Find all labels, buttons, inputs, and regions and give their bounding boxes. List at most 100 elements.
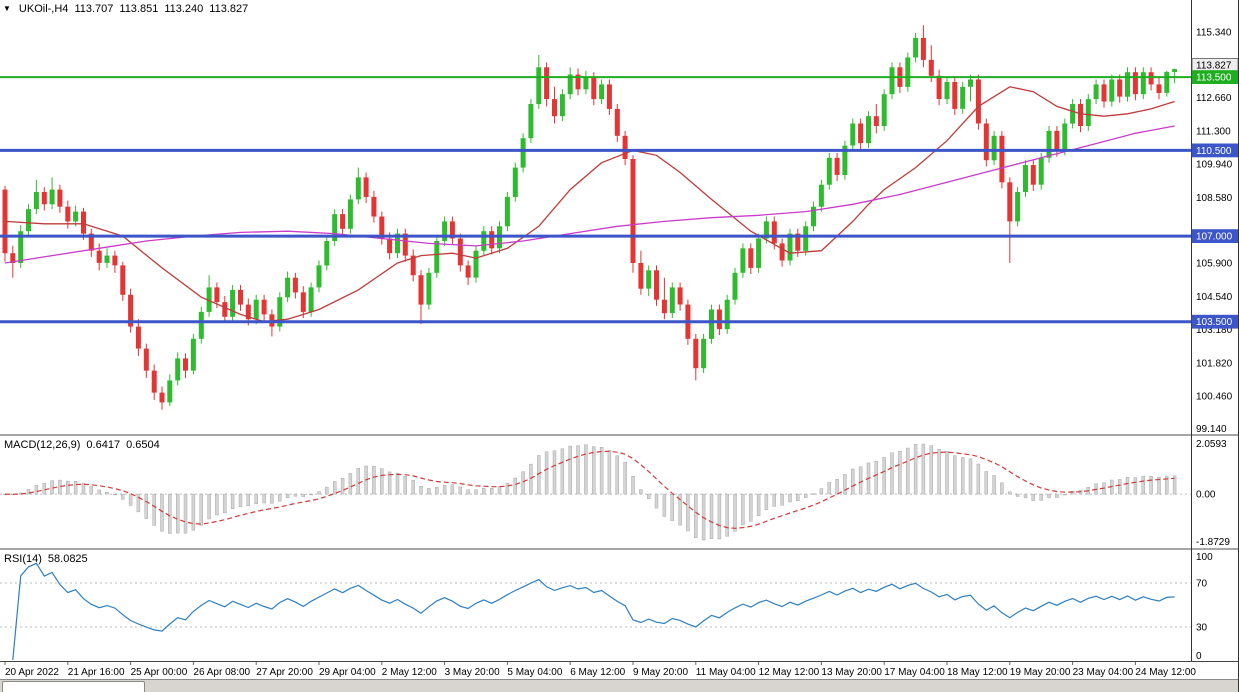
- candle-body: [724, 299, 730, 330]
- candle-body: [732, 272, 738, 300]
- macd-histogram-bar: [317, 491, 321, 495]
- candle-body: [811, 206, 816, 227]
- ma-slow-line: [4, 125, 1175, 264]
- macd-histogram-bar: [325, 486, 329, 495]
- macd-histogram-bar: [333, 481, 337, 495]
- candle-body: [426, 272, 432, 305]
- current-price-tag: 113.827: [1191, 58, 1238, 72]
- candle-body: [756, 238, 762, 268]
- macd-histogram-bar: [121, 493, 125, 500]
- macd-histogram-bar: [183, 493, 188, 534]
- candle-body: [104, 255, 110, 263]
- time-tick-label: 2 May 12:00: [382, 667, 437, 678]
- time-tick-label: 17 May 04:00: [884, 667, 945, 678]
- macd-histogram-bar: [1157, 477, 1161, 495]
- macd-histogram-bar: [1055, 493, 1059, 498]
- time-tick-label: 11 May 04:00: [696, 667, 756, 678]
- svg-text:103.500: 103.500: [1196, 317, 1233, 328]
- macd-histogram-bar: [984, 471, 988, 495]
- candle-body: [1070, 104, 1076, 124]
- candle-body: [1156, 84, 1162, 93]
- candle-body: [701, 338, 707, 369]
- macd-histogram-bar: [58, 479, 62, 495]
- candle-body: [960, 86, 966, 109]
- candle-body: [96, 250, 102, 263]
- macd-histogram-bar: [136, 493, 141, 513]
- candle-body: [379, 216, 385, 239]
- macd-histogram-bar: [450, 484, 455, 495]
- svg-text:107.000: 107.000: [1196, 232, 1233, 243]
- rsi-axis-label: 100: [1196, 552, 1213, 563]
- candle-body: [449, 221, 455, 239]
- macd-histogram-bar: [788, 493, 792, 503]
- macd-histogram-bar: [717, 493, 722, 540]
- macd-histogram-bar: [513, 477, 517, 495]
- macd-histogram-bar: [246, 493, 251, 507]
- time-tick-label: 23 May 04:00: [1073, 667, 1134, 678]
- price-tick-label: 99.140: [1196, 424, 1227, 435]
- pane-splitter[interactable]: [0, 548, 1239, 550]
- one-click-trading-arrow-icon[interactable]: ▼: [3, 4, 11, 13]
- candle-body: [638, 263, 644, 289]
- macd-histogram-bar: [819, 488, 824, 495]
- price-level-tag: 103.500: [1191, 314, 1238, 329]
- candle-body: [544, 67, 550, 100]
- candle-body: [387, 238, 393, 254]
- candle-body: [693, 338, 699, 369]
- candle-body: [779, 243, 785, 261]
- macd-histogram-bar: [929, 445, 933, 495]
- chart-tab[interactable]: [2, 681, 145, 692]
- macd-axis-label: 0.00: [1196, 490, 1216, 501]
- candle-body: [88, 233, 94, 251]
- candle-body: [646, 270, 652, 289]
- macd-histogram-bar: [560, 448, 565, 495]
- svg-text:110.500: 110.500: [1196, 146, 1232, 157]
- rsi-panel-header: RSI(14) 58.0825: [4, 553, 88, 565]
- candle-body: [363, 177, 369, 197]
- macd-histogram-bar: [780, 493, 784, 506]
- macd-histogram-bar: [654, 493, 659, 509]
- candle-body: [1062, 123, 1068, 151]
- macd-histogram-bar: [238, 493, 243, 507]
- candle-body: [214, 287, 220, 303]
- candle-body: [975, 79, 981, 124]
- macd-histogram-bar: [270, 493, 274, 504]
- macd-histogram-bar: [26, 489, 31, 495]
- macd-histogram-bar: [1047, 493, 1051, 499]
- candle-body: [795, 233, 801, 251]
- macd-histogram-bar: [442, 484, 447, 495]
- price-tick-label: 100.460: [1196, 392, 1233, 403]
- candle-body: [944, 82, 950, 100]
- candle-body: [308, 287, 314, 312]
- candle-body: [622, 135, 628, 159]
- candle-body: [677, 287, 683, 305]
- price-tick-label: 104.540: [1196, 292, 1233, 303]
- candle-body: [81, 211, 86, 234]
- pane-splitter[interactable]: [0, 434, 1239, 436]
- candle-body: [826, 157, 832, 185]
- macd-histogram-bar: [168, 493, 172, 534]
- candle-body: [1054, 130, 1060, 151]
- candle-body: [277, 297, 283, 327]
- candle-body: [504, 196, 510, 227]
- candle-body: [442, 221, 448, 241]
- candle-body: [606, 84, 612, 109]
- candle-body: [559, 94, 565, 117]
- candle-body: [324, 241, 330, 266]
- macd-histogram-bar: [1133, 477, 1138, 495]
- candle-body: [991, 135, 997, 161]
- macd-histogram-bar: [427, 488, 431, 495]
- macd-histogram-bar: [568, 445, 572, 495]
- chart-tabs-bar: [0, 679, 1238, 692]
- macd-histogram-bar: [631, 476, 635, 495]
- macd-axis-label: -1.8729: [1196, 537, 1230, 548]
- macd-axis-label: 2.0593: [1196, 439, 1227, 450]
- candle-body: [332, 214, 338, 241]
- candle-body: [771, 221, 777, 244]
- candle-body: [65, 206, 71, 222]
- candle-body: [512, 167, 518, 197]
- macd-histogram-bar: [207, 493, 211, 520]
- candle-body: [803, 226, 809, 251]
- time-tick-label: 20 Apr 2022: [5, 667, 59, 678]
